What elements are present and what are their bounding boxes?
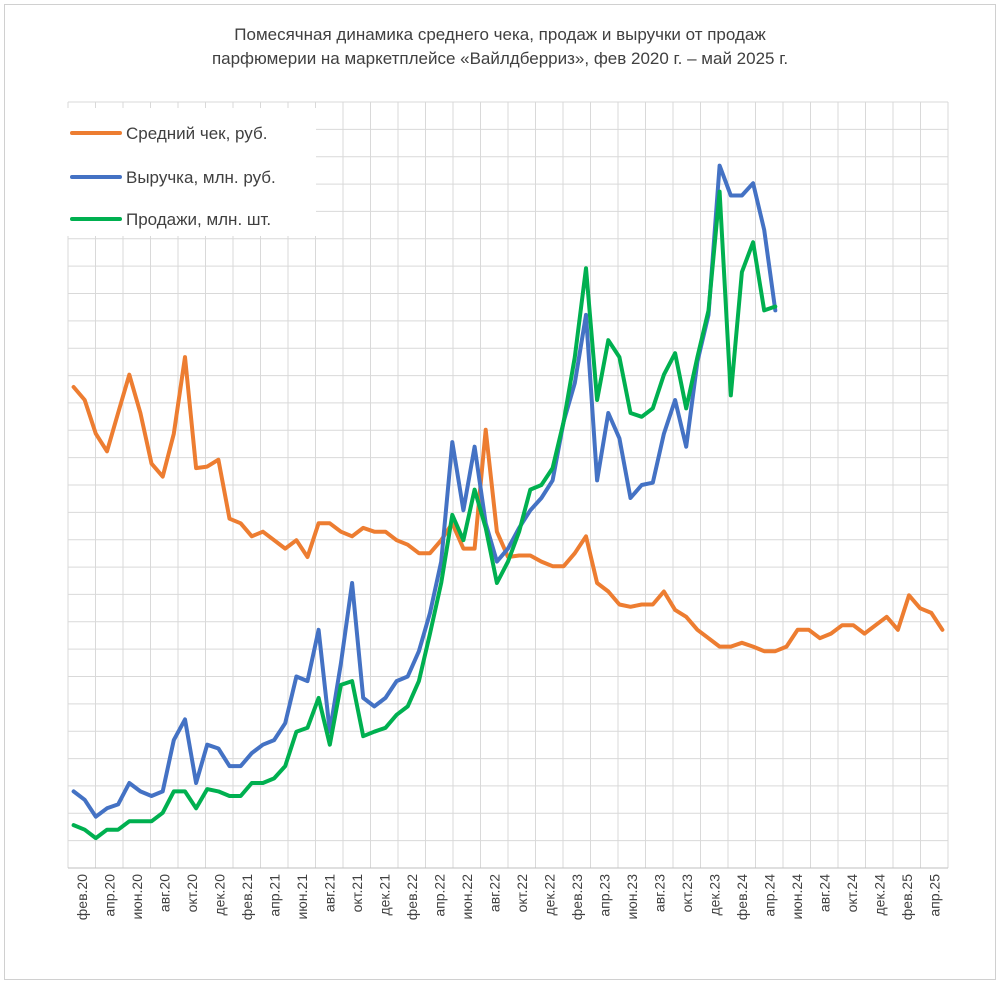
chart-series: [71, 163, 945, 841]
x-tick-label: фев.25: [899, 874, 915, 920]
x-tick-label: фев.24: [734, 874, 750, 920]
chart-grid: [67, 101, 949, 869]
legend: Средний чек, руб. Выручка, млн. руб. Прода…: [62, 108, 316, 236]
x-tick-label: июн.21: [294, 874, 310, 920]
x-tick-label: авг.24: [816, 874, 832, 912]
x-tick-label: июн.23: [624, 874, 640, 920]
chart-title: Помесячная динамика среднего чека, прода…: [212, 25, 788, 68]
legend-background: [62, 108, 316, 236]
x-tick-label: апр.21: [266, 874, 282, 917]
series-line-2: [71, 163, 778, 819]
x-tick-label: авг.20: [156, 874, 172, 912]
x-tick-label: дек.22: [541, 874, 557, 916]
x-tick-label: апр.25: [926, 874, 942, 917]
x-tick-label: апр.20: [101, 874, 117, 917]
x-tick-label: окт.24: [844, 874, 860, 913]
legend-label: Выручка, млн. руб.: [126, 168, 276, 187]
x-tick-label: авг.23: [651, 874, 667, 912]
legend-label: Средний чек, руб.: [126, 124, 267, 143]
x-tick-label: июн.22: [459, 874, 475, 920]
x-tick-label: дек.20: [211, 874, 227, 916]
x-tick-label: фев.21: [239, 874, 255, 920]
x-tick-label: июн.24: [789, 874, 805, 920]
x-tick-label: окт.23: [679, 874, 695, 913]
x-tick-label: апр.24: [761, 874, 777, 917]
x-tick-label: дек.23: [706, 874, 722, 916]
x-tick-label: апр.22: [431, 874, 447, 917]
legend-label: Продажи, млн. шт.: [126, 210, 271, 229]
x-tick-label: фев.22: [404, 874, 420, 920]
x-tick-label: авг.21: [321, 874, 337, 912]
x-tick-label: апр.23: [596, 874, 612, 917]
x-tick-label: дек.21: [376, 874, 392, 916]
x-tick-label: окт.20: [184, 874, 200, 913]
x-tick-label: авг.22: [486, 874, 502, 912]
x-tick-label: фев.20: [74, 874, 90, 920]
x-tick-label: окт.22: [514, 874, 530, 913]
chart-title-line-1: Помесячная динамика среднего чека, прода…: [234, 25, 766, 44]
x-tick-label: окт.21: [349, 874, 365, 913]
x-tick-label: дек.24: [871, 874, 887, 916]
chart-title-line-2: парфюмерии на маркетплейсе «Вайлдберриз»…: [212, 49, 788, 68]
x-tick-label: фев.23: [569, 874, 585, 920]
series-line-3: [71, 189, 778, 841]
x-tick-label: июн.20: [129, 874, 145, 920]
x-axis: фев.20 апр.20 июн.20 авг.20 окт.20 дек.20 фев.…: [68, 867, 948, 920]
